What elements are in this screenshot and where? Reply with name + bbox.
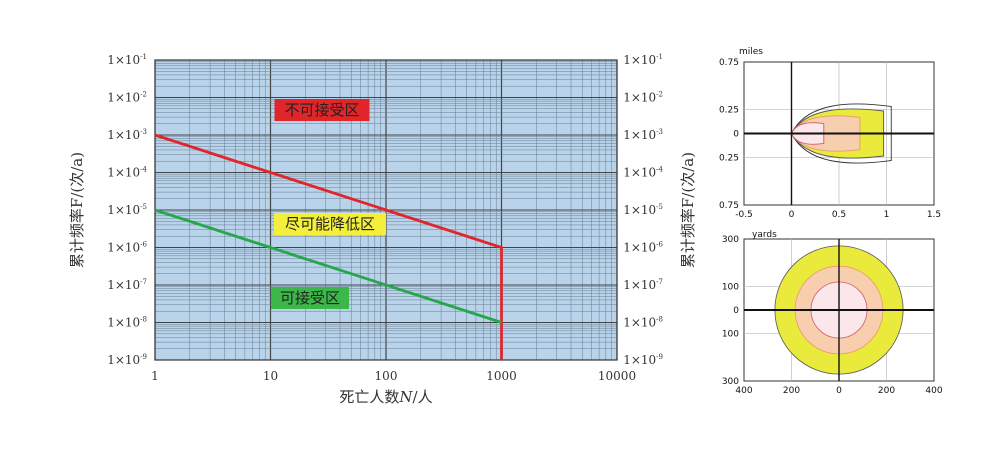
y-axis-label-left: 累计频率F/(次/a): [68, 152, 86, 268]
miles-y-tick-label: 0: [733, 130, 739, 140]
y-tick-label-right: 1×10-8: [623, 316, 663, 330]
region-label: 可接受区: [280, 289, 340, 307]
y-tick-label-right: 1×10-1: [623, 53, 663, 67]
miles-y-tick-label: 0.75: [719, 58, 739, 68]
region-label-box: [274, 213, 386, 235]
y-tick-label-left: 1×10-7: [107, 278, 147, 292]
yards-x-tick-label: 400: [925, 386, 942, 396]
x-tick-label: 1: [151, 369, 159, 383]
y-tick-label-left: 1×10-5: [107, 203, 147, 217]
y-axis-label-right: 累计频率F/(次/a): [679, 152, 697, 268]
yards-y-tick-label: 300: [722, 235, 739, 245]
yards-unit-label: yards: [752, 230, 777, 240]
x-tick-label: 10: [263, 369, 278, 383]
miles-x-tick-label: 0: [789, 210, 795, 220]
yards-y-tick-label: 100: [722, 282, 739, 292]
y-tick-label-left: 1×10-3: [107, 128, 147, 142]
y-tick-label-right: 1×10-9: [623, 353, 663, 367]
yards-y-tick-label: 100: [722, 330, 739, 340]
region-label: 尽可能降低区: [285, 215, 375, 233]
miles-x-tick-label: 1.5: [927, 210, 941, 220]
y-tick-label-left: 1×10-8: [107, 316, 147, 330]
y-tick-label-left: 1×10-1: [107, 53, 147, 67]
x-tick-label: 100: [375, 369, 398, 383]
region-label-box: [271, 287, 349, 309]
miles-y-tick-label: 0.75: [719, 201, 739, 211]
y-tick-label-right: 1×10-2: [623, 91, 663, 105]
yards-x-tick-label: 0: [836, 386, 842, 396]
miles-x-tick-label: -0.5: [735, 210, 753, 220]
x-tick-label: 1000: [486, 369, 517, 383]
y-tick-label-right: 1×10-6: [623, 241, 663, 255]
yards-y-tick-label: 300: [722, 377, 739, 387]
y-tick-label-right: 1×10-3: [623, 128, 663, 142]
fn-series-line-1: [154, 208, 502, 324]
y-tick-label-left: 1×10-4: [107, 166, 147, 180]
region-label: 不可接受区: [284, 101, 359, 119]
yards-y-tick-label: 0: [733, 306, 739, 316]
region-label-box: [274, 99, 370, 121]
x-tick-label: 10000: [598, 369, 636, 383]
miles-x-tick-label: 0.5: [832, 210, 846, 220]
y-tick-label-left: 1×10-6: [107, 241, 147, 255]
miles-y-tick-label: 0.25: [719, 106, 739, 116]
yards-x-tick-label: 200: [783, 386, 800, 396]
miles-unit-label: miles: [739, 47, 763, 57]
y-tick-label-right: 1×10-4: [623, 166, 663, 180]
y-tick-label-right: 1×10-7: [623, 278, 663, 292]
yards-x-tick-label: 400: [735, 386, 752, 396]
y-tick-label-right: 1×10-5: [623, 203, 663, 217]
miles-y-tick-label: 0.25: [719, 153, 739, 163]
yards-x-tick-label: 200: [878, 386, 895, 396]
miles-x-tick-label: 1: [884, 210, 890, 220]
y-tick-label-left: 1×10-2: [107, 91, 147, 105]
y-tick-label-left: 1×10-9: [107, 353, 147, 367]
x-axis-label: 死亡人数N/人: [339, 388, 432, 406]
